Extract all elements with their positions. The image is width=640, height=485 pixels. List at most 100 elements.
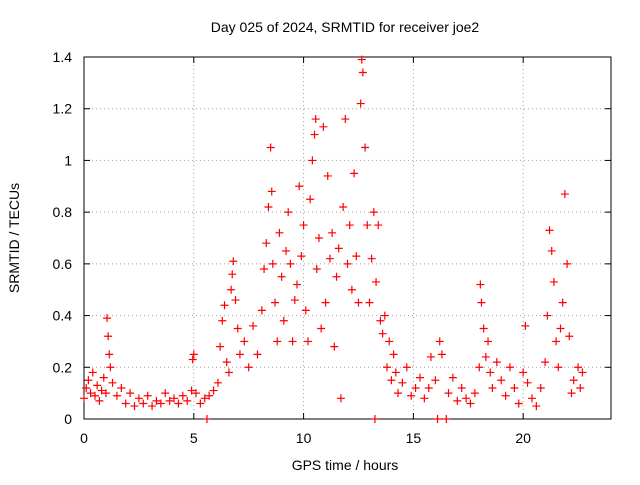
data-point (415, 373, 424, 382)
data-point (363, 221, 372, 230)
data-point (541, 358, 550, 367)
data-point (385, 337, 394, 346)
data-point (387, 376, 396, 385)
data-point (398, 378, 407, 387)
y-tick-label: 0.6 (53, 256, 73, 272)
data-point (161, 389, 170, 398)
data-point (323, 171, 332, 180)
data-point (200, 394, 209, 403)
y-tick-label: 1 (64, 152, 72, 168)
data-point (492, 358, 501, 367)
data-point (117, 383, 126, 392)
data-point (178, 391, 187, 400)
data-point (321, 298, 330, 307)
y-tick-label: 1.4 (53, 49, 73, 65)
data-point (378, 329, 387, 338)
data-point (209, 386, 218, 395)
data-point (218, 316, 227, 325)
data-point (563, 259, 572, 268)
data-point (260, 265, 269, 274)
y-tick-label: 0.8 (53, 204, 73, 220)
data-point (95, 396, 104, 405)
data-point (312, 265, 321, 274)
data-point (235, 350, 244, 359)
data-point (187, 386, 196, 395)
data-point (481, 352, 490, 361)
data-point (268, 259, 277, 268)
y-tick-label: 0.4 (53, 308, 73, 324)
data-point (126, 389, 135, 398)
data-point (554, 363, 563, 372)
data-point (299, 221, 308, 230)
data-point (462, 394, 471, 403)
data-point (290, 296, 299, 305)
data-point (470, 389, 479, 398)
data-point (453, 396, 462, 405)
data-point (231, 296, 240, 305)
data-point (84, 376, 93, 385)
data-point (104, 332, 113, 341)
data-point (297, 252, 306, 261)
data-point (433, 415, 442, 423)
data-point (411, 383, 420, 392)
x-tick-label: 20 (515, 430, 531, 446)
data-point (202, 415, 211, 423)
data-point (97, 386, 106, 395)
x-axis-label: GPS time / hours (292, 457, 399, 473)
data-point (148, 402, 157, 411)
data-point (476, 280, 485, 289)
data-point (240, 337, 249, 346)
data-point (578, 368, 587, 377)
data-point (282, 246, 291, 255)
data-point (352, 252, 361, 261)
data-point (547, 246, 556, 255)
data-point (308, 156, 317, 165)
data-point (576, 383, 585, 392)
data-point (536, 383, 545, 392)
data-point (339, 202, 348, 211)
data-point (264, 202, 273, 211)
data-points (80, 55, 587, 423)
data-point (205, 391, 214, 400)
data-point (319, 122, 328, 131)
data-point (370, 415, 379, 423)
data-point (336, 394, 345, 403)
data-point (486, 368, 495, 377)
data-point (306, 195, 315, 204)
data-point (367, 254, 376, 263)
data-point (170, 394, 179, 403)
data-point (86, 389, 95, 398)
data-point (435, 337, 444, 346)
data-point (216, 342, 225, 351)
data-point (288, 337, 297, 346)
data-point (521, 321, 530, 330)
data-point (88, 368, 97, 377)
data-point (139, 399, 148, 408)
data-point (514, 399, 523, 408)
data-point (457, 383, 466, 392)
data-point (448, 373, 457, 382)
data-point (101, 389, 110, 398)
data-point (330, 342, 339, 351)
data-point (426, 352, 435, 361)
data-point (424, 383, 433, 392)
data-point (466, 399, 475, 408)
data-point (106, 363, 115, 372)
data-point (357, 55, 366, 64)
data-point (191, 389, 200, 398)
data-point (356, 99, 365, 108)
data-point (402, 363, 411, 372)
x-tick-label: 5 (190, 430, 198, 446)
data-point (361, 143, 370, 152)
data-point (93, 381, 102, 390)
data-point (292, 280, 301, 289)
data-point (311, 115, 320, 124)
data-point (383, 363, 392, 372)
data-point (229, 257, 238, 266)
data-point (479, 324, 488, 333)
axis-ticks: 0 0.2 0.4 0.6 0.8 1 1.2 1.4 0 5 10 15 20 (53, 49, 611, 446)
data-point (143, 391, 152, 400)
data-point (545, 226, 554, 235)
data-point (341, 115, 350, 124)
